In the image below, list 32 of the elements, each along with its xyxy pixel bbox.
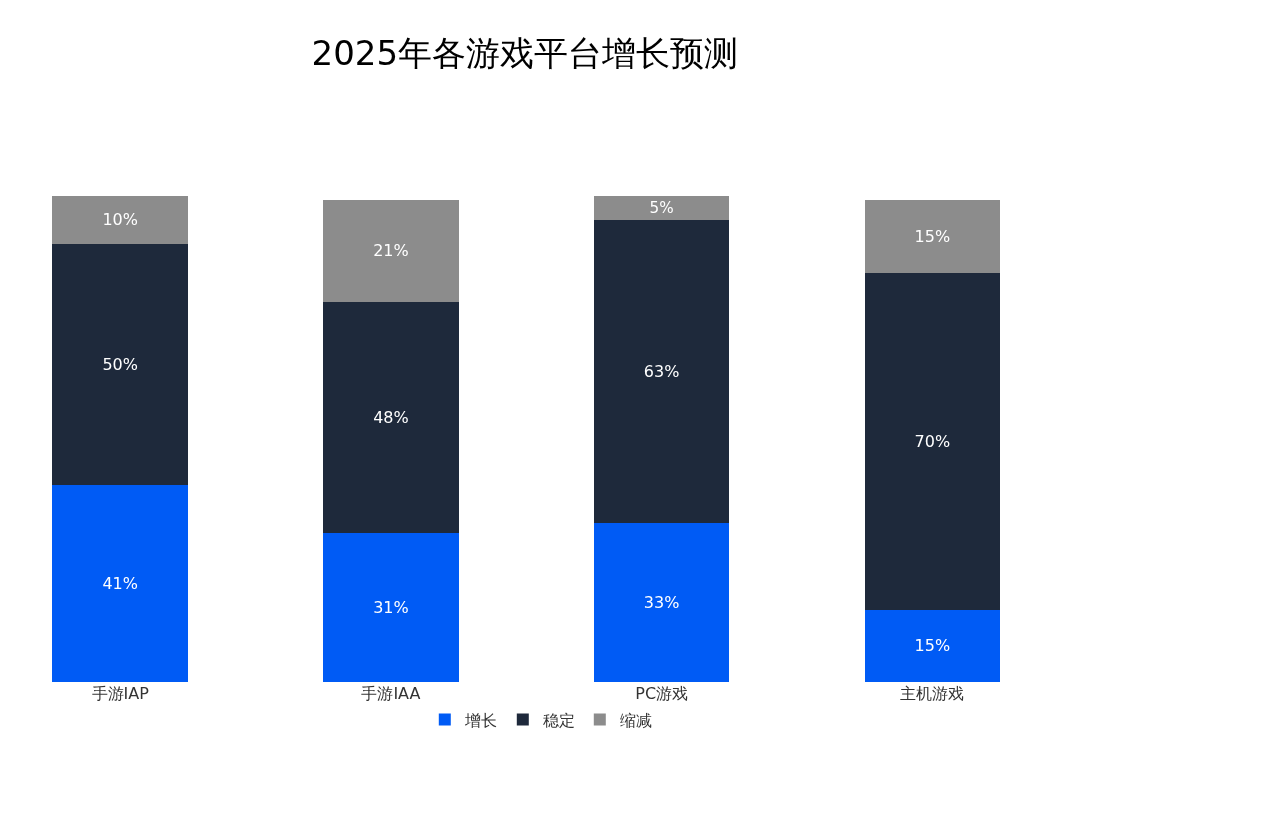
x-tick-label: PC游戏 (635, 684, 689, 703)
data-label: 33% (643, 593, 680, 613)
legend-label: 缩减 (619, 710, 652, 730)
bar (323, 200, 459, 302)
data-label: 70% (914, 431, 951, 451)
data-label: 41% (102, 573, 138, 593)
bar (593, 219, 730, 524)
bar (864, 200, 1001, 273)
data-label: 10% (102, 210, 138, 230)
bar (52, 484, 188, 682)
data-label: 63% (643, 361, 680, 381)
bar (864, 272, 1001, 610)
bar (323, 532, 459, 682)
bar (323, 301, 459, 533)
bar (52, 195, 188, 244)
bar (864, 609, 1001, 682)
data-label: 50% (102, 354, 138, 374)
legend-label: 稳定 (542, 710, 575, 730)
x-tick-label: 手游IAA (361, 684, 421, 703)
data-label: 15% (914, 227, 951, 247)
data-label: 31% (373, 597, 409, 617)
bar (52, 243, 188, 485)
chart-title: 2025年各游戏平台增长预测 (311, 33, 739, 74)
x-tick-label: 手游IAP (91, 684, 150, 703)
x-tick-label: 主机游戏 (900, 684, 965, 703)
bar (593, 195, 730, 220)
legend-label: 增长 (463, 710, 497, 730)
data-label: 15% (914, 636, 951, 656)
data-label: 21% (373, 241, 409, 261)
data-label: 48% (373, 407, 409, 427)
data-label: 5% (649, 198, 674, 217)
bar (593, 523, 730, 682)
